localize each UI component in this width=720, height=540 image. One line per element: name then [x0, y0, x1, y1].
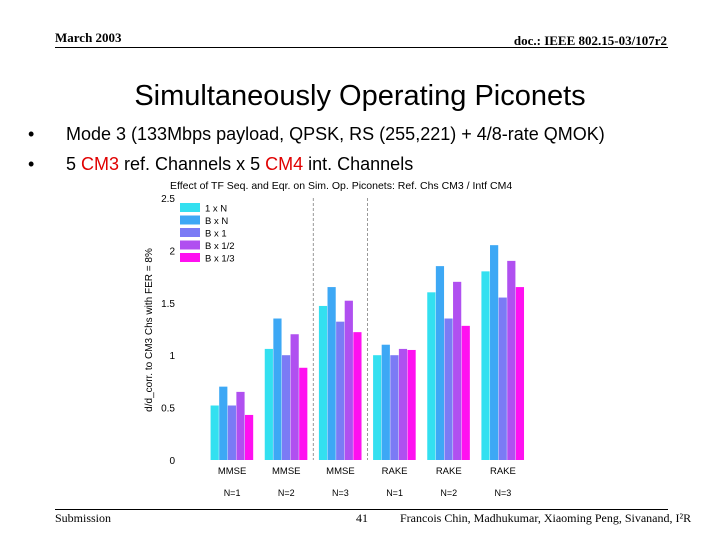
- bullet-2-cm3: CM3: [81, 154, 120, 174]
- x-tick-label: MMSE: [218, 466, 247, 477]
- bullet-2: • 5 CM3 ref. Channels x 5 CM4 int. Channe…: [28, 154, 413, 175]
- bar: [336, 321, 345, 460]
- y-tick-label: 2: [169, 246, 175, 257]
- bullet-2-post: int. Channels: [303, 154, 414, 174]
- bar: [327, 287, 336, 460]
- legend-label: B x N: [205, 216, 228, 227]
- footer-authors: Francois Chin, Madhukumar, Xiaoming Peng…: [400, 511, 692, 525]
- footer-rule: [55, 509, 668, 510]
- bullet-2-cm4: CM4: [265, 154, 304, 174]
- bar: [210, 405, 219, 460]
- legend-swatch: [180, 215, 200, 225]
- chart-title: Effect of TF Seq. and Eqr. on Sim. Op. P…: [170, 180, 512, 192]
- bar: [227, 405, 236, 460]
- legend-swatch: [180, 240, 200, 250]
- chart-bars: [210, 245, 525, 460]
- header-rule: [55, 47, 668, 48]
- bar: [427, 292, 436, 460]
- x-subtick-label: N=1: [224, 488, 241, 498]
- bullet-1-text: Mode 3 (133Mbps payload, QPSK, RS (255,2…: [66, 124, 605, 144]
- y-axis-ticks: 0 0.5 1 1.5 2 2.5: [161, 194, 175, 467]
- y-tick-label: 0: [169, 456, 175, 467]
- y-tick-label: 0.5: [161, 404, 175, 415]
- legend-label: B x 1/2: [205, 241, 235, 252]
- y-axis-label: d/d_corr. to CM3 Chs with FER = 8%: [144, 248, 155, 412]
- bar: [453, 281, 462, 460]
- bar: [398, 348, 408, 460]
- bar: [344, 300, 353, 460]
- x-tick-label: RAKE: [490, 466, 516, 477]
- x-tick-label: MMSE: [326, 466, 355, 477]
- slide-title: Simultaneously Operating Piconets: [134, 80, 586, 112]
- x-subtick-label: N=1: [386, 488, 403, 498]
- bar: [264, 348, 273, 460]
- bar: [444, 318, 453, 460]
- x-tick-label: RAKE: [436, 466, 462, 477]
- bar: [236, 391, 245, 460]
- bullet-2-mid: ref. Channels x 5: [119, 154, 266, 174]
- header-doc-id: doc.: IEEE 802.15-03/107r2: [513, 33, 667, 48]
- bar: [390, 355, 399, 460]
- x-axis-labels: MMSE N=1 MMSE N=2 MMSE N=3 RAKE N=1 RAKE N=2 RAKE N…: [218, 466, 516, 498]
- bar: [490, 245, 499, 460]
- y-tick-label: 1.5: [161, 299, 175, 310]
- bullet-2-pre: 5: [66, 154, 82, 174]
- bar: [299, 367, 308, 460]
- x-subtick-label: N=3: [332, 488, 349, 498]
- footer-submission: Submission: [55, 511, 112, 525]
- chart-legend: 1 x NB x N B x 1B x 1/2 B x 1/3: [180, 203, 235, 265]
- bullet-marker: •: [28, 154, 35, 174]
- bar: [515, 287, 525, 460]
- bar: [461, 325, 470, 460]
- x-subtick-label: N=3: [495, 488, 512, 498]
- x-subtick-label: N=2: [278, 488, 295, 498]
- bullet-marker: •: [28, 124, 35, 144]
- legend-swatch: [180, 203, 200, 212]
- bar: [407, 349, 416, 460]
- y-tick-label: 2.5: [161, 194, 175, 205]
- legend-swatch: [180, 253, 200, 262]
- bar: [381, 344, 390, 460]
- bar: [353, 332, 362, 460]
- x-tick-label: RAKE: [382, 466, 408, 477]
- bar: [507, 260, 516, 460]
- footer-page-number: 41: [356, 511, 368, 525]
- bar: [481, 271, 490, 460]
- legend-swatch: [180, 228, 200, 237]
- bar: [318, 305, 328, 460]
- bar: [290, 334, 299, 460]
- x-subtick-label: N=2: [440, 488, 457, 498]
- bar: [498, 297, 507, 460]
- bar: [273, 318, 282, 460]
- y-tick-label: 1: [169, 351, 175, 362]
- header-date: March 2003: [55, 30, 122, 45]
- bar: [281, 355, 291, 460]
- legend-label: B x 1/3: [205, 254, 235, 265]
- legend-label: B x 1: [205, 229, 227, 240]
- bar: [373, 355, 382, 460]
- bar: [219, 386, 228, 460]
- bar: [435, 266, 445, 460]
- bar: [244, 414, 254, 460]
- x-tick-label: MMSE: [272, 466, 301, 477]
- bullet-1: • Mode 3 (133Mbps payload, QPSK, RS (255,…: [28, 124, 605, 145]
- legend-label: 1 x N: [205, 204, 227, 215]
- chart-grid: [312, 198, 368, 460]
